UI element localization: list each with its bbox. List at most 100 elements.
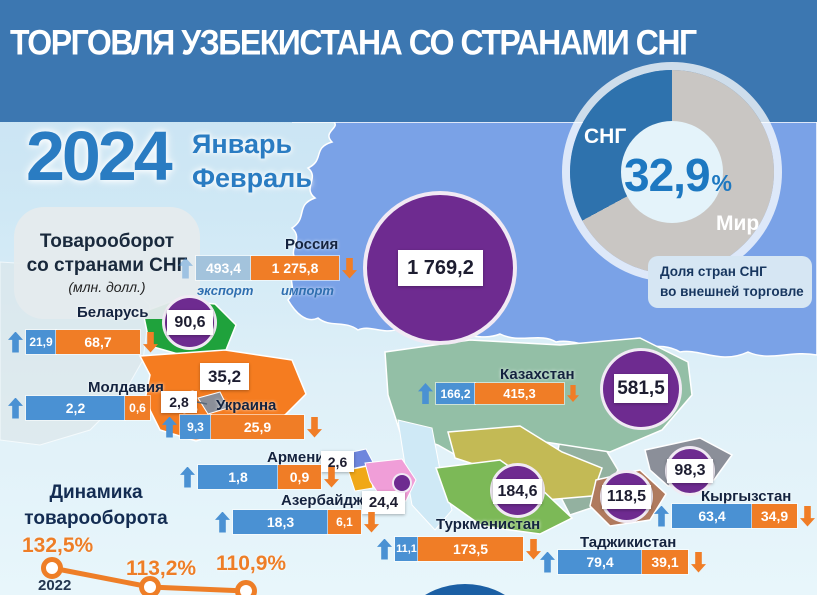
import-bar-armenia: 0,9 bbox=[278, 465, 321, 489]
export-bar-moldova: 2,2 bbox=[26, 396, 125, 420]
arrow-up-icon bbox=[377, 538, 392, 560]
arrow-down-icon bbox=[342, 257, 357, 279]
legend-line3: (млн. долл.) bbox=[68, 279, 146, 295]
import-bar-kyrgyzstan: 34,9 bbox=[752, 504, 797, 528]
import-bar-moldova: 0,6 bbox=[125, 396, 150, 420]
donut-world-label: Мир bbox=[716, 212, 760, 235]
trend-year-2022: 2022 bbox=[38, 577, 72, 594]
export-bar-ukraine: 9,3 bbox=[180, 415, 211, 439]
callout-line-moldova bbox=[196, 401, 208, 405]
dynamics-title-line2: товарооборота bbox=[24, 508, 168, 529]
import-bar-ukraine: 25,9 bbox=[211, 415, 304, 439]
arrow-up-icon bbox=[540, 551, 555, 573]
arrow-down-icon bbox=[143, 331, 158, 353]
export-bar-armenia: 1,8 bbox=[198, 465, 278, 489]
donut-center-value: 32,9 % bbox=[598, 148, 758, 202]
legend-box: Товарооборот со странами СНГ (млн. долл.… bbox=[14, 207, 200, 319]
export-bar-kyrgyzstan: 63,4 bbox=[672, 504, 752, 528]
trade-row-armenia: 1,8 0,9 bbox=[180, 465, 339, 489]
arrow-down-icon bbox=[364, 511, 379, 533]
arrow-up-icon bbox=[654, 505, 669, 527]
trend-point-2022 bbox=[41, 557, 63, 579]
total-value-azerbaijan: 24,4 bbox=[362, 491, 405, 514]
donut-hole bbox=[621, 121, 723, 223]
trade-row-kyrgyzstan: 63,4 34,9 bbox=[654, 504, 815, 528]
export-bar-kazakhstan: 166,2 bbox=[436, 383, 475, 404]
arrow-down-icon bbox=[691, 551, 706, 573]
trade-row-russia: 493,4 1 275,8 bbox=[178, 256, 357, 280]
trend-point-2024 bbox=[235, 580, 257, 595]
total-value-ukraine: 35,2 bbox=[200, 363, 249, 390]
arrow-up-icon bbox=[8, 397, 23, 419]
country-label-azerbaijan: Азербайджан bbox=[281, 492, 382, 509]
country-label-armenia: Армения bbox=[267, 449, 334, 466]
country-label-ukraine: Украина bbox=[216, 397, 277, 414]
trend-value-2023: 113,2% bbox=[126, 557, 197, 580]
trade-row-kazakhstan: 166,2 415,3 bbox=[418, 383, 579, 404]
export-bar-russia: 493,4 bbox=[196, 256, 251, 280]
arrow-up-icon bbox=[178, 257, 193, 279]
export-bar-turkmenistan: 11,1 bbox=[395, 537, 418, 561]
export-bar-azerbaijan: 18,3 bbox=[233, 510, 328, 534]
donut-caption-line2: во внешней торговле bbox=[660, 284, 804, 299]
trade-row-moldova: 2,2 0,6 bbox=[8, 396, 168, 420]
map-region-crimea bbox=[197, 391, 229, 415]
country-label-belarus: Беларусь bbox=[77, 304, 149, 321]
import-bar-azerbaijan: 6,1 bbox=[328, 510, 361, 534]
trade-row-turkmenistan: 11,1 173,5 bbox=[377, 537, 541, 561]
map-region-armenia bbox=[347, 465, 374, 492]
trade-row-tajikistan: 79,4 39,1 bbox=[540, 550, 706, 574]
arrow-up-icon bbox=[418, 383, 433, 404]
arrow-up-icon bbox=[180, 466, 195, 488]
trade-row-ukraine: 9,3 25,9 bbox=[162, 415, 322, 439]
year-label: 2024 bbox=[26, 117, 173, 195]
import-bar-belarus: 68,7 bbox=[56, 330, 140, 354]
trend-value-2022: 132,5% bbox=[22, 534, 94, 557]
total-value-kyrgyzstan: 98,3 bbox=[667, 459, 713, 483]
total-value-belarus: 90,6 bbox=[167, 310, 213, 335]
arrow-up-icon bbox=[215, 511, 230, 533]
month-january: Январь bbox=[192, 129, 293, 159]
trend-point-2023 bbox=[139, 576, 161, 595]
dynamics-title-line1: Динамика bbox=[49, 482, 143, 503]
import-flow-label: импорт bbox=[281, 283, 334, 298]
donut-cis-label: СНГ bbox=[584, 125, 627, 148]
export-bar-belarus: 21,9 bbox=[26, 330, 56, 354]
import-bar-russia: 1 275,8 bbox=[251, 256, 339, 280]
arrow-down-icon bbox=[307, 416, 322, 438]
month-february: Февраль bbox=[192, 162, 312, 193]
total-value-turkmenistan: 184,6 bbox=[493, 479, 542, 504]
trade-row-belarus: 21,9 68,7 bbox=[8, 330, 158, 354]
months-label: Январь Февраль bbox=[192, 128, 312, 196]
trade-row-azerbaijan: 18,3 6,1 bbox=[215, 510, 379, 534]
total-value-tajikistan: 118,5 bbox=[602, 485, 651, 509]
import-bar-turkmenistan: 173,5 bbox=[418, 537, 523, 561]
donut-caption: Доля стран СНГ во внешней торговле bbox=[648, 256, 812, 308]
trend-line-chart bbox=[41, 557, 257, 595]
total-value-moldova: 2,8 bbox=[161, 391, 197, 413]
cis-share-value: 32,9 bbox=[624, 149, 711, 201]
country-label-kyrgyzstan: Кыргызстан bbox=[701, 488, 792, 505]
legend-line2: со странами СНГ bbox=[26, 255, 188, 276]
import-bar-tajikistan: 39,1 bbox=[642, 550, 688, 574]
country-label-tajikistan: Таджикистан bbox=[580, 534, 677, 551]
total-value-kazakhstan: 581,5 bbox=[614, 374, 668, 403]
arrow-down-icon bbox=[324, 466, 339, 488]
export-flow-label: экспорт bbox=[197, 283, 254, 298]
marker-circle-azerbaijan bbox=[392, 473, 412, 493]
donut-caption-line1: Доля стран СНГ bbox=[660, 264, 767, 280]
total-value-russia: 1 769,2 bbox=[398, 250, 483, 286]
country-label-moldova: Молдавия bbox=[88, 379, 164, 396]
decorative-circle bbox=[425, 584, 505, 595]
trend-value-2024: 110,9% bbox=[216, 552, 287, 575]
arrow-up-icon bbox=[8, 331, 23, 353]
legend-line1: Товарооборот bbox=[39, 231, 175, 252]
arrow-down-icon bbox=[567, 385, 579, 402]
arrow-down-icon bbox=[800, 505, 815, 527]
arrow-down-icon bbox=[526, 538, 541, 560]
import-bar-kazakhstan: 415,3 bbox=[475, 383, 564, 404]
export-bar-tajikistan: 79,4 bbox=[558, 550, 642, 574]
cis-share-donut: СНГ Мир 32,9 % bbox=[570, 70, 774, 274]
country-label-turkmenistan: Туркменистан bbox=[436, 516, 541, 533]
